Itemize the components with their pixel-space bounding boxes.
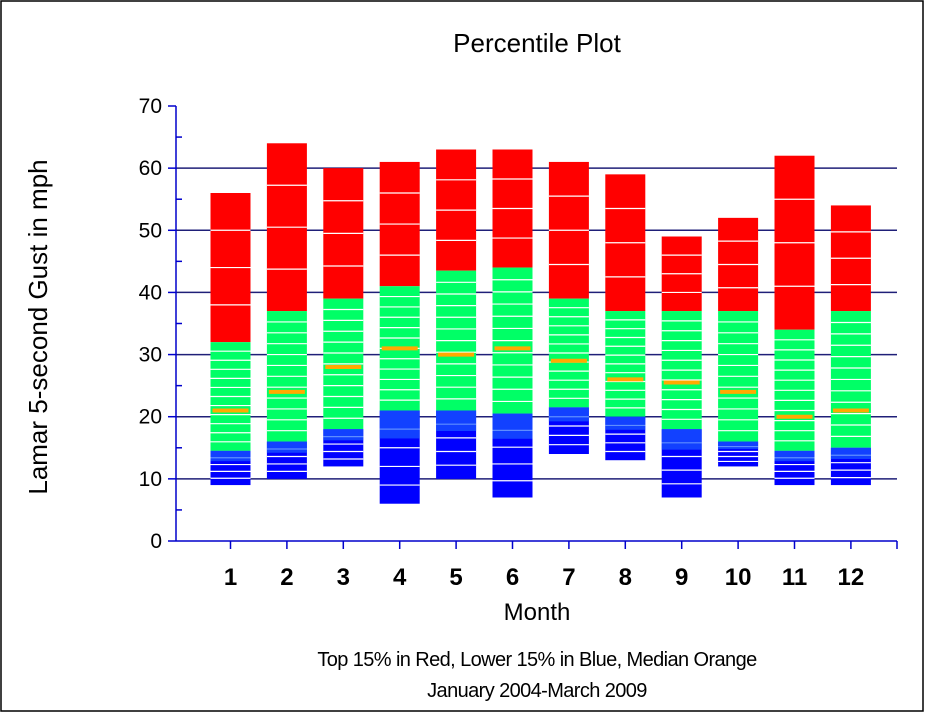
subtitle-line-1: Top 15% in Red, Lower 15% in Blue, Media…: [317, 649, 757, 671]
y-tick-label: 40: [139, 281, 162, 304]
y-tick-label: 50: [139, 219, 162, 242]
x-tick-label: 12: [838, 564, 865, 591]
x-tick-label: 2: [280, 564, 293, 591]
axes-layer: [168, 105, 898, 549]
bar-bottom-highlight-6: [492, 413, 533, 439]
bar-bottom-highlight-8: [605, 416, 646, 430]
bar-bottom-highlight-4: [379, 410, 420, 439]
x-tick-label: 3: [337, 564, 350, 591]
x-tick-label: 4: [393, 564, 407, 591]
x-axis-label: Month: [504, 599, 571, 626]
y-tick-label: 0: [150, 530, 162, 553]
x-tick-label: 11: [782, 564, 807, 591]
bar-bottom-highlight-12: [830, 447, 871, 459]
x-tick-label: 10: [725, 564, 752, 591]
bars-layer: [210, 143, 871, 504]
bar-bottom-highlight-3: [323, 429, 364, 441]
y-tick-label: 70: [139, 95, 162, 118]
x-tick-label: 1: [224, 564, 237, 591]
x-tick-label: 7: [562, 564, 575, 591]
chart-title: Percentile Plot: [453, 28, 621, 58]
bar-bottom-highlight-11: [774, 450, 815, 462]
y-axis-label: Lamar 5-second Gust in mph: [23, 159, 53, 494]
y-tick-label: 60: [139, 157, 162, 180]
x-tick-label: 6: [506, 564, 519, 591]
x-tick-label: 9: [675, 564, 688, 591]
y-tick-label: 30: [139, 344, 162, 367]
bar-bottom-highlight-5: [436, 410, 477, 432]
y-tick-label: 10: [139, 468, 162, 491]
bar-bottom-highlight-10: [718, 441, 759, 450]
bar-bottom-highlight-9: [661, 429, 702, 450]
bar-bottom-highlight-7: [548, 407, 589, 422]
bar-bottom-highlight-1: [210, 450, 251, 462]
bar-bottom-highlight-2: [266, 441, 307, 453]
y-tick-label: 20: [139, 406, 162, 429]
subtitle-line-2: January 2004-March 2009: [427, 680, 647, 702]
x-tick-label: 5: [449, 564, 462, 591]
x-tick-label: 8: [619, 564, 632, 591]
